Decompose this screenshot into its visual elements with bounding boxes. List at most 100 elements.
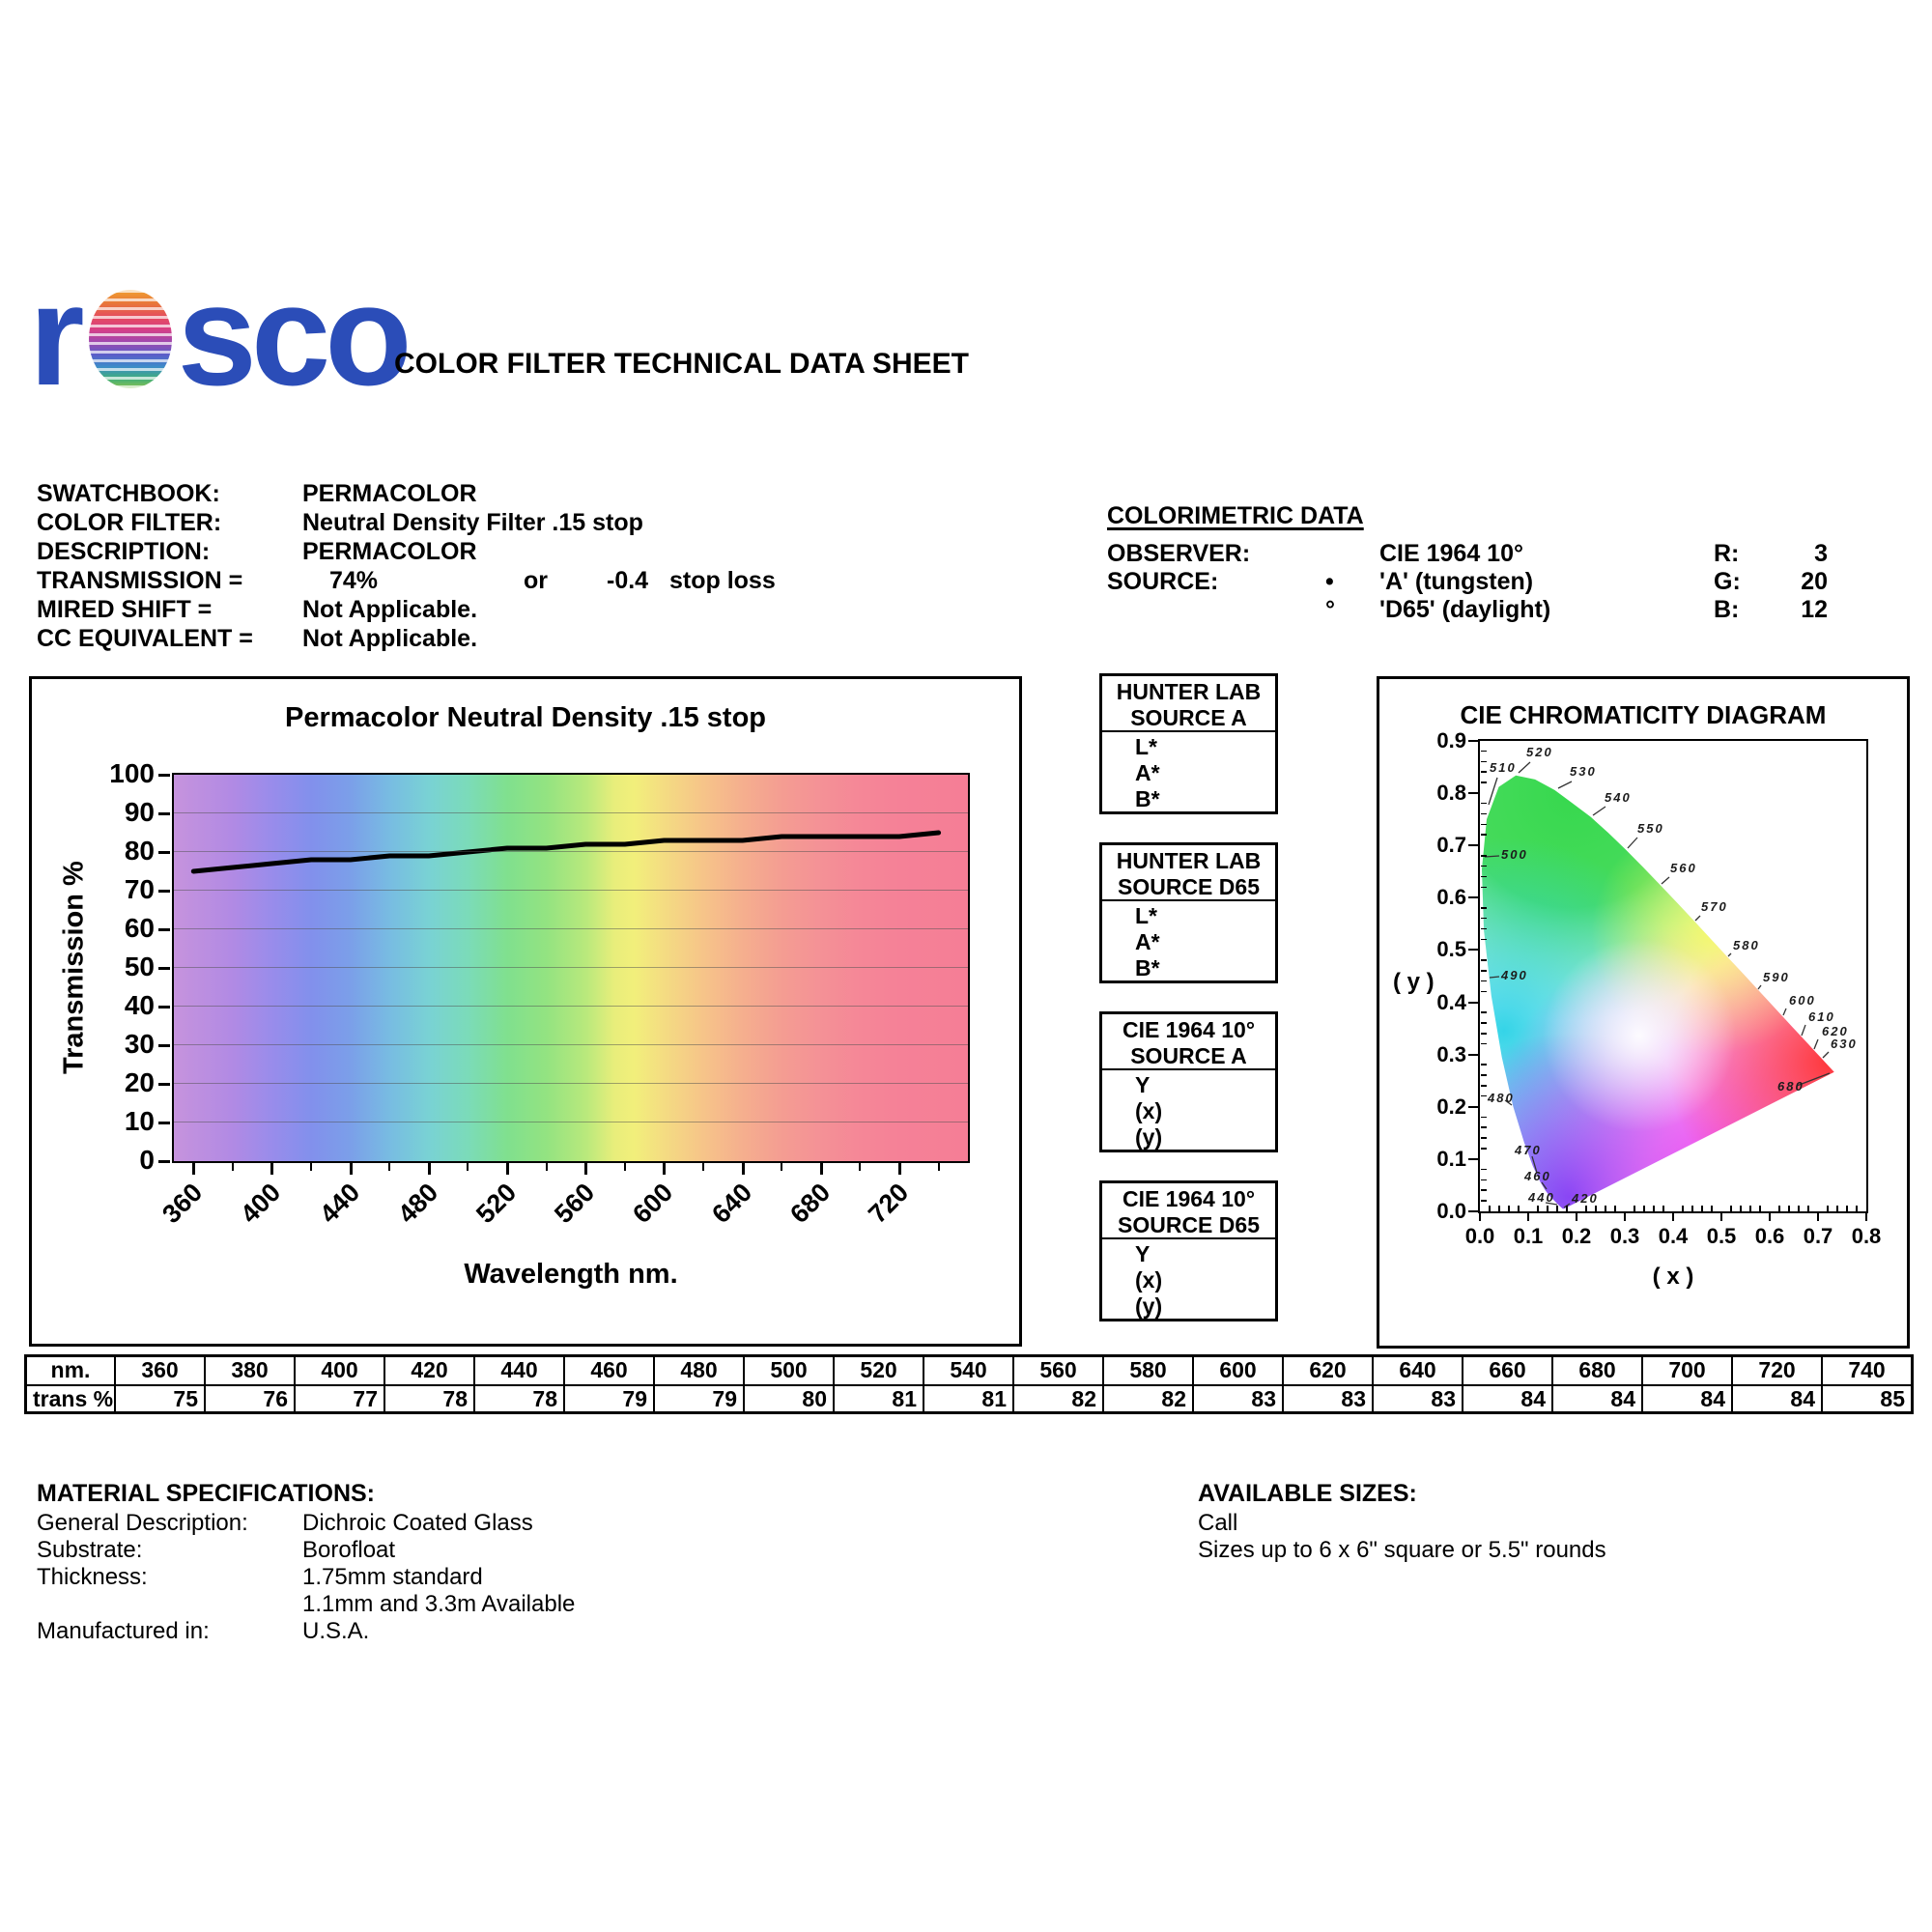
plot-gridline bbox=[174, 890, 968, 891]
stat-box-rows: L* A* B* bbox=[1102, 901, 1275, 981]
source-a-bullet-icon: • bbox=[1325, 568, 1334, 595]
material-spec-value: U.S.A. bbox=[302, 1618, 370, 1644]
stat-box-rows: Y (x) (y) bbox=[1102, 1070, 1275, 1151]
cie-wavelength-leader-line bbox=[1822, 1051, 1830, 1059]
cie-y-tick bbox=[1468, 949, 1478, 952]
cie-y-tick bbox=[1468, 740, 1478, 742]
material-spec-value: Dichroic Coated Glass bbox=[302, 1510, 533, 1536]
hunter-lab-source-a-box: HUNTER LAB SOURCE A L* A* B* bbox=[1099, 673, 1278, 814]
cie-x-tick bbox=[1527, 1211, 1529, 1221]
cie-x-tick bbox=[1817, 1211, 1819, 1221]
cie-y-minor-tick bbox=[1481, 959, 1487, 961]
observer-value: CIE 1964 10° bbox=[1379, 540, 1523, 567]
x-axis-tick-label: 720 bbox=[863, 1178, 915, 1230]
chart-title: Permacolor Neutral Density .15 stop bbox=[285, 702, 766, 733]
x-axis-tick-label: 360 bbox=[156, 1178, 209, 1230]
spacer bbox=[1107, 596, 1325, 624]
cie-y-minor-tick bbox=[1481, 834, 1487, 836]
cie-wavelength-label: 470 bbox=[1514, 1143, 1542, 1157]
table-transmission-cell: 83 bbox=[1282, 1384, 1372, 1411]
y-axis-tick bbox=[158, 1160, 170, 1163]
cie-wavelength-leader-line bbox=[1727, 952, 1732, 957]
cie-wavelength-leader-line bbox=[1627, 837, 1638, 849]
x-axis-minor-tick bbox=[623, 1163, 626, 1171]
color-filter-row: COLOR FILTER: Neutral Density Filter .15 … bbox=[37, 508, 776, 537]
table-wavelength-cell: 700 bbox=[1641, 1357, 1731, 1384]
material-spec-label: Substrate: bbox=[37, 1537, 143, 1563]
material-spec-row: 1.1mm and 3.3m Available bbox=[37, 1591, 575, 1618]
cie-x-minor-tick bbox=[1653, 1206, 1655, 1211]
cie-x-minor-tick bbox=[1798, 1206, 1800, 1211]
stat-box-header: CIE 1964 10° SOURCE D65 bbox=[1102, 1183, 1275, 1239]
cie-y-minor-tick bbox=[1481, 927, 1487, 930]
available-sizes-line: Sizes up to 6 x 6" square or 5.5" rounds bbox=[1198, 1537, 1606, 1563]
stop-loss-value: -0.4 bbox=[607, 567, 649, 594]
cie-y-minor-tick bbox=[1481, 1168, 1487, 1171]
cie-x-tick bbox=[1769, 1211, 1771, 1221]
cie-wavelength-label: 590 bbox=[1763, 970, 1790, 984]
cie-wavelength-leader-line bbox=[1782, 1008, 1787, 1016]
cie-y-tick bbox=[1468, 1210, 1478, 1212]
material-spec-label: Thickness: bbox=[37, 1564, 148, 1590]
material-specifications-block: MATERIAL SPECIFICATIONS: General Descrip… bbox=[37, 1480, 575, 1645]
cie-y-axis-label: ( y ) bbox=[1393, 969, 1435, 995]
cie-wavelength-leader-line bbox=[1504, 1099, 1513, 1106]
cc-equivalent-value: Not Applicable. bbox=[302, 625, 478, 652]
cie-wavelength-label: 550 bbox=[1637, 821, 1664, 836]
plot-area-spectrum-background bbox=[172, 773, 970, 1163]
x-axis-minor-tick bbox=[859, 1163, 862, 1171]
table-transmission-cell: 81 bbox=[833, 1384, 923, 1411]
cie-x-minor-tick bbox=[1498, 1206, 1500, 1211]
cie-y-minor-tick bbox=[1481, 1033, 1487, 1035]
table-wavelength-cell: 560 bbox=[1012, 1357, 1102, 1384]
cie-y-tick bbox=[1468, 1053, 1478, 1056]
table-wavelength-cell: 540 bbox=[923, 1357, 1012, 1384]
cie-x-axis-label: ( x ) bbox=[1652, 1264, 1694, 1290]
stat-box-title-line1: CIE 1964 10° bbox=[1122, 1186, 1256, 1211]
table-transmission-cell: 83 bbox=[1192, 1384, 1282, 1411]
cie-wavelength-label: 680 bbox=[1777, 1079, 1804, 1094]
y-axis-tick-label: 90 bbox=[124, 797, 155, 827]
description-value: PERMACOLOR bbox=[302, 538, 477, 565]
stat-row-label: Y bbox=[1135, 1072, 1151, 1097]
plot-gridline bbox=[174, 851, 968, 852]
x-axis-tick-label: 440 bbox=[313, 1178, 365, 1230]
material-spec-value: 1.1mm and 3.3m Available bbox=[302, 1591, 576, 1617]
stat-row-label: (x) bbox=[1135, 1267, 1163, 1293]
table-transmission-cell: 84 bbox=[1641, 1384, 1731, 1411]
mired-shift-row: MIRED SHIFT = Not Applicable. bbox=[37, 595, 776, 624]
swatchbook-label: SWATCHBOOK: bbox=[37, 480, 220, 507]
table-wavelength-cell: 600 bbox=[1192, 1357, 1282, 1384]
swatchbook-row: SWATCHBOOK: PERMACOLOR bbox=[37, 479, 776, 508]
cie-y-minor-tick bbox=[1481, 865, 1487, 867]
cie-x-tick-label: 0.0 bbox=[1464, 1224, 1495, 1248]
cie-y-minor-tick bbox=[1481, 812, 1487, 815]
stat-row-label: (y) bbox=[1135, 1124, 1163, 1150]
g-label: G: bbox=[1714, 568, 1741, 595]
cie-y-minor-tick bbox=[1481, 781, 1487, 783]
y-axis-tick bbox=[158, 851, 170, 854]
material-specifications-heading: MATERIAL SPECIFICATIONS: bbox=[37, 1480, 375, 1507]
colorimetric-data-block: COLORIMETRIC DATA OBSERVER: CIE 1964 10°… bbox=[1107, 502, 1828, 624]
y-axis-tick-label: 40 bbox=[124, 990, 155, 1020]
page-title: COLOR FILTER TECHNICAL DATA SHEET bbox=[394, 348, 969, 380]
available-sizes-lines: Call Sizes up to 6 x 6" square or 5.5" ro… bbox=[1198, 1510, 1606, 1564]
x-axis-minor-tick bbox=[545, 1163, 548, 1171]
cie-y-minor-tick bbox=[1481, 1064, 1487, 1065]
y-axis-tick-label: 80 bbox=[124, 836, 155, 866]
y-axis-tick bbox=[158, 890, 170, 893]
spacer bbox=[1325, 540, 1379, 568]
stat-box-title-line2: SOURCE A bbox=[1130, 1043, 1247, 1068]
cie-y-minor-tick bbox=[1481, 907, 1487, 909]
cie-y-tick-label: 0.6 bbox=[1436, 885, 1466, 910]
x-axis-tick bbox=[819, 1163, 823, 1175]
material-spec-value: Borofloat bbox=[302, 1537, 396, 1563]
table-wavelength-cell: 720 bbox=[1731, 1357, 1821, 1384]
r-value: 3 bbox=[1814, 540, 1828, 567]
transmission-or: or bbox=[524, 567, 548, 594]
x-axis-label: Wavelength nm. bbox=[464, 1259, 678, 1290]
cie-y-minor-tick bbox=[1481, 1074, 1487, 1076]
stat-row-label: B* bbox=[1135, 786, 1160, 811]
table-wavelength-cell: 420 bbox=[384, 1357, 473, 1384]
material-specifications-rows: General Description: Dichroic Coated Glas… bbox=[37, 1510, 575, 1645]
